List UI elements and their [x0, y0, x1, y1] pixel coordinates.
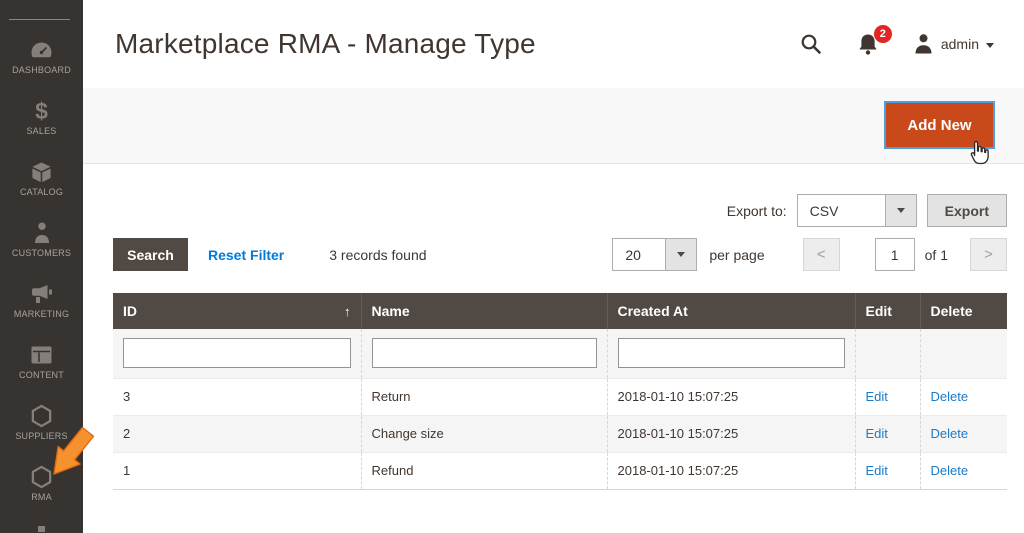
records-found-text: 3 records found — [329, 246, 427, 263]
sidebar-divider — [9, 19, 70, 20]
filter-row — [113, 329, 1007, 378]
sidebar-item-label: RMA — [31, 492, 52, 502]
delete-link[interactable]: Delete — [930, 463, 969, 478]
page-title: Marketplace RMA - Manage Type — [115, 28, 536, 59]
sidebar-item-label: CONTENT — [19, 370, 64, 380]
admin-sidebar: DASHBOARD $ SALES CATALOG — [0, 0, 83, 533]
add-new-button[interactable]: Add New — [886, 103, 993, 147]
sidebar-item-customers[interactable]: CUSTOMERS — [0, 209, 83, 270]
per-page-label: per page — [709, 246, 765, 263]
edit-link[interactable]: Edit — [865, 426, 888, 441]
page-actions-band: Add New — [83, 88, 1024, 165]
previous-page-button[interactable]: < — [802, 238, 840, 271]
sidebar-item-label: DASHBOARD — [12, 65, 71, 75]
sidebar-item-label: CATALOG — [19, 187, 64, 197]
admin-user-menu[interactable]: admin — [913, 33, 994, 55]
rma-icon — [30, 465, 53, 489]
delete-link[interactable]: Delete — [930, 389, 969, 404]
customers-icon — [33, 221, 51, 245]
catalog-icon — [30, 160, 53, 184]
sidebar-item-marketing[interactable]: MARKETING — [0, 270, 83, 331]
sidebar-item-label: MARKETING — [13, 309, 70, 319]
table-row: 1 Refund 2018-01-10 15:07:25 Edit Delete — [113, 451, 1007, 489]
next-page-button[interactable]: > — [970, 238, 1007, 271]
sort-ascending-icon: ↑ — [344, 303, 351, 319]
pagination: 20 per page < of 1 > — [612, 238, 1007, 271]
select-arrow-icon — [665, 239, 697, 270]
column-header-id[interactable]: ID ↑ — [113, 293, 361, 329]
export-button[interactable]: Export — [926, 194, 1007, 227]
column-header-created-at[interactable]: Created At — [606, 293, 855, 329]
sidebar-item-content[interactable]: CONTENT — [0, 331, 83, 392]
filter-empty-cell — [854, 329, 920, 378]
export-format-value: CSV — [809, 202, 839, 219]
reset-filter-link[interactable]: Reset Filter — [208, 246, 285, 263]
table-row: 3 Return 2018-01-10 15:07:25 Edit Delete — [113, 377, 1007, 415]
search-icon[interactable] — [799, 32, 823, 56]
per-page-select[interactable]: 20 — [612, 238, 698, 271]
cell-created-at: 2018-01-10 15:07:25 — [606, 451, 855, 489]
select-arrow-icon — [884, 195, 916, 226]
column-header-edit: Edit — [854, 293, 920, 329]
header-actions: 2 admin — [799, 24, 994, 56]
user-icon — [913, 33, 934, 55]
sidebar-item-label: SALES — [26, 126, 57, 136]
cell-id: 3 — [113, 377, 361, 415]
sales-icon: $ — [35, 98, 48, 124]
cell-name: Return — [360, 377, 607, 415]
filter-name-input[interactable] — [371, 338, 597, 369]
sidebar-item-partial-icon — [38, 526, 45, 532]
filter-id-input[interactable] — [123, 338, 351, 369]
filter-empty-cell — [919, 329, 1007, 378]
content-icon — [30, 343, 53, 367]
total-pages-text: of 1 — [924, 246, 948, 263]
cell-created-at: 2018-01-10 15:07:25 — [606, 377, 855, 415]
sidebar-nav: DASHBOARD $ SALES CATALOG — [0, 26, 83, 514]
current-page-input[interactable] — [874, 238, 915, 271]
cell-name: Refund — [360, 451, 607, 489]
edit-link[interactable]: Edit — [865, 389, 888, 404]
cell-id: 2 — [113, 414, 361, 452]
column-header-name[interactable]: Name — [360, 293, 607, 329]
chevron-down-icon — [986, 42, 994, 48]
sidebar-item-rma[interactable]: RMA — [0, 453, 83, 514]
sidebar-item-dashboard[interactable]: DASHBOARD — [0, 26, 83, 87]
main-content: Marketplace RMA - Manage Type 2 — [83, 0, 1024, 533]
export-row: Export to: CSV Export — [113, 194, 1007, 227]
sidebar-item-catalog[interactable]: CATALOG — [0, 148, 83, 209]
export-to-label: Export to: — [726, 202, 787, 219]
filter-created-at-input[interactable] — [617, 338, 845, 369]
sidebar-item-label: CUSTOMERS — [11, 248, 72, 258]
dashboard-icon — [29, 38, 54, 62]
edit-link[interactable]: Edit — [865, 463, 888, 478]
cell-created-at: 2018-01-10 15:07:25 — [606, 414, 855, 452]
export-format-select[interactable]: CSV — [796, 194, 917, 227]
suppliers-icon — [30, 404, 53, 428]
search-button[interactable]: Search — [113, 238, 188, 271]
rma-type-table: ID ↑ Name Created At Edit Delete — [113, 293, 1007, 490]
marketing-icon — [30, 282, 54, 306]
delete-link[interactable]: Delete — [930, 426, 969, 441]
cell-name: Change size — [360, 414, 607, 452]
grid-toolbar: Search Reset Filter 3 records found 20 p… — [113, 238, 1007, 271]
notifications-bell-icon[interactable]: 2 — [856, 24, 892, 56]
table-row: 2 Change size 2018-01-10 15:07:25 Edit D… — [113, 414, 1007, 452]
sidebar-item-sales[interactable]: $ SALES — [0, 87, 83, 148]
sidebar-item-suppliers[interactable]: SUPPLIERS — [0, 392, 83, 453]
admin-username: admin — [940, 36, 979, 52]
page-header: Marketplace RMA - Manage Type 2 — [83, 0, 1024, 88]
grid-container: Export to: CSV Export Search Reset Filte… — [83, 194, 1024, 490]
table-header-row: ID ↑ Name Created At Edit Delete — [113, 293, 1007, 329]
sidebar-item-label: SUPPLIERS — [15, 431, 68, 441]
cell-id: 1 — [113, 451, 361, 489]
column-header-delete: Delete — [919, 293, 1007, 329]
per-page-value: 20 — [625, 246, 641, 263]
notification-count-badge: 2 — [873, 24, 892, 43]
